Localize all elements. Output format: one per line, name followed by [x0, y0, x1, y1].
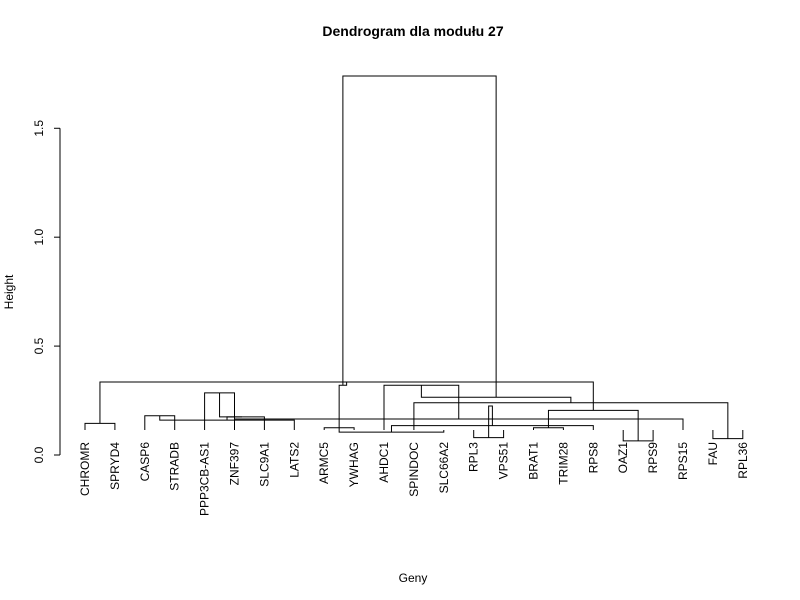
leaf-label: RPS9 — [646, 442, 660, 474]
y-tick-label: 0.0 — [32, 446, 46, 463]
dendrogram-link — [473, 430, 505, 439]
leaf-label: ARMC5 — [317, 442, 331, 484]
dendrogram-link — [219, 392, 265, 430]
leaf-label: SLC66A2 — [437, 442, 451, 494]
leaf-label: BRAT1 — [527, 442, 541, 480]
dendrogram-link — [420, 385, 572, 403]
dendrogram-link — [533, 427, 564, 430]
dendrogram-link — [226, 416, 242, 421]
dendrogram-link — [84, 422, 116, 430]
dendrogram-link — [488, 405, 493, 438]
leaf-label: TRIM28 — [556, 442, 570, 485]
dendrogram-links — [84, 75, 744, 442]
leaf-label: RPL3 — [467, 442, 481, 472]
dendrogram-link — [342, 75, 497, 398]
dendrogram-link — [390, 425, 594, 433]
leaf-label: AHDC1 — [377, 442, 391, 483]
y-tick-label: 1.5 — [32, 120, 46, 137]
leaf-label: VPS51 — [497, 442, 511, 480]
dendrogram-link — [204, 392, 235, 430]
dendrogram-link — [144, 415, 176, 430]
dendrogram-link — [547, 409, 639, 441]
leaf-label: OAZ1 — [616, 442, 630, 474]
dendrogram-link — [338, 382, 348, 428]
y-tick-label: 1.0 — [32, 229, 46, 246]
leaf-label: CHROMR — [78, 442, 92, 496]
y-tick-label: 0.5 — [32, 337, 46, 354]
dendrogram-link — [622, 430, 654, 442]
leaf-label: FAU — [706, 442, 720, 465]
leaf-label: CASP6 — [138, 442, 152, 482]
dendrogram-link — [413, 402, 729, 439]
leaf-label: PPP3CB-AS1 — [198, 442, 212, 516]
leaf-label: RPL36 — [736, 442, 750, 479]
leaf-label: RPS15 — [676, 442, 690, 480]
y-axis-label: Height — [2, 274, 16, 309]
x-axis-label: Geny — [399, 571, 428, 585]
leaf-label: SLC9A1 — [257, 442, 271, 487]
leaf-label: LATS2 — [287, 442, 301, 478]
leaf-label: RPS8 — [586, 442, 600, 474]
chart-title: Dendrogram dla modułu 27 — [322, 23, 503, 39]
y-axis: 0.0 0.5 1.0 1.5 — [32, 120, 61, 463]
leaf-label: ZNF397 — [228, 442, 242, 486]
leaf-label: SPINDOC — [407, 442, 421, 497]
leaf-labels: CHROMR SPRYD4 CASP6 STRADB PPP3CB-AS1 ZNF397 S… — [78, 442, 750, 516]
leaf-label: YWHAG — [347, 442, 361, 487]
leaf-label: STRADB — [168, 442, 182, 491]
dendrogram-link — [712, 430, 744, 440]
leaf-label: SPRYD4 — [108, 442, 122, 490]
